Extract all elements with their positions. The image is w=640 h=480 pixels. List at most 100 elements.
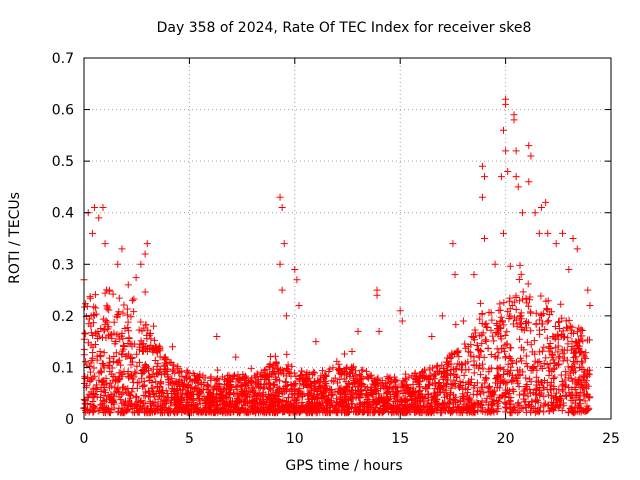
- data-point: [565, 316, 573, 324]
- data-point: [282, 385, 290, 393]
- data-point: [554, 342, 562, 350]
- data-point: [226, 398, 234, 406]
- data-point: [476, 390, 484, 398]
- data-point: [206, 394, 214, 402]
- data-point: [194, 372, 202, 380]
- data-point: [567, 366, 575, 374]
- data-point: [508, 302, 516, 310]
- data-point: [545, 364, 553, 372]
- data-point: [415, 408, 423, 416]
- y-tick-label: 0.6: [52, 103, 74, 119]
- data-point: [455, 353, 463, 361]
- data-point: [356, 399, 364, 407]
- data-point: [580, 390, 588, 398]
- data-point: [483, 394, 491, 402]
- data-point: [92, 304, 100, 312]
- data-point: [225, 382, 233, 390]
- data-point: [114, 311, 122, 319]
- data-point: [263, 395, 271, 403]
- data-point: [517, 357, 525, 365]
- data-point: [105, 286, 113, 294]
- data-point: [347, 400, 355, 408]
- data-point: [349, 383, 357, 391]
- data-point: [114, 375, 122, 383]
- data-point: [349, 375, 357, 383]
- data-point: [282, 312, 290, 320]
- data-point: [491, 352, 499, 360]
- data-point: [559, 380, 567, 388]
- data-point: [392, 388, 400, 396]
- data-point: [220, 397, 228, 405]
- data-point: [329, 391, 337, 399]
- data-point: [517, 270, 525, 278]
- data-point: [443, 354, 451, 362]
- data-point: [522, 360, 530, 368]
- data-point: [334, 379, 342, 387]
- data-point: [259, 407, 267, 415]
- data-point: [568, 346, 576, 354]
- data-point: [312, 383, 320, 391]
- data-point: [524, 392, 532, 400]
- data-point: [238, 388, 246, 396]
- data-point: [91, 291, 99, 299]
- data-point: [340, 350, 348, 358]
- data-point: [527, 341, 535, 349]
- data-point: [185, 408, 193, 416]
- data-point: [115, 294, 123, 302]
- data-point: [515, 276, 523, 284]
- data-point: [502, 380, 510, 388]
- data-point: [185, 369, 193, 377]
- data-point: [127, 392, 135, 400]
- data-point: [219, 391, 227, 399]
- data-point: [101, 240, 109, 248]
- data-point: [84, 339, 92, 347]
- data-point: [190, 405, 198, 413]
- data-point: [298, 367, 306, 375]
- data-point: [415, 383, 423, 391]
- data-point: [577, 408, 585, 416]
- data-point: [285, 394, 293, 402]
- data-point: [550, 333, 558, 341]
- data-point: [470, 353, 478, 361]
- data-point: [426, 380, 434, 388]
- data-point: [89, 398, 97, 406]
- data-point: [227, 378, 235, 386]
- data-point: [90, 407, 98, 415]
- data-point: [129, 378, 137, 386]
- data-point: [510, 116, 518, 124]
- data-point: [183, 396, 191, 404]
- data-point: [540, 377, 548, 385]
- data-point: [241, 380, 249, 388]
- data-point: [507, 344, 515, 352]
- data-point: [580, 353, 588, 361]
- data-point: [407, 405, 415, 413]
- data-point: [283, 350, 291, 358]
- data-point: [111, 340, 119, 348]
- data-point: [502, 147, 510, 155]
- data-point: [89, 408, 97, 416]
- data-point: [91, 204, 99, 212]
- data-point: [226, 389, 234, 397]
- data-point: [241, 393, 249, 401]
- data-point: [87, 388, 95, 396]
- data-point: [485, 365, 493, 373]
- data-point: [325, 401, 333, 409]
- data-point: [82, 408, 90, 416]
- data-point: [194, 379, 202, 387]
- data-point: [305, 409, 313, 417]
- data-point: [109, 376, 117, 384]
- data-point: [481, 173, 489, 181]
- data-point: [527, 408, 535, 416]
- data-point: [105, 306, 113, 314]
- data-point: [443, 400, 451, 408]
- data-point: [516, 312, 524, 320]
- data-point: [536, 403, 544, 411]
- data-point: [478, 339, 486, 347]
- data-point: [171, 409, 179, 417]
- data-point: [466, 378, 474, 386]
- data-point: [426, 366, 434, 374]
- data-point: [583, 372, 591, 380]
- data-point: [272, 358, 280, 366]
- data-point: [528, 398, 536, 406]
- data-point: [287, 369, 295, 377]
